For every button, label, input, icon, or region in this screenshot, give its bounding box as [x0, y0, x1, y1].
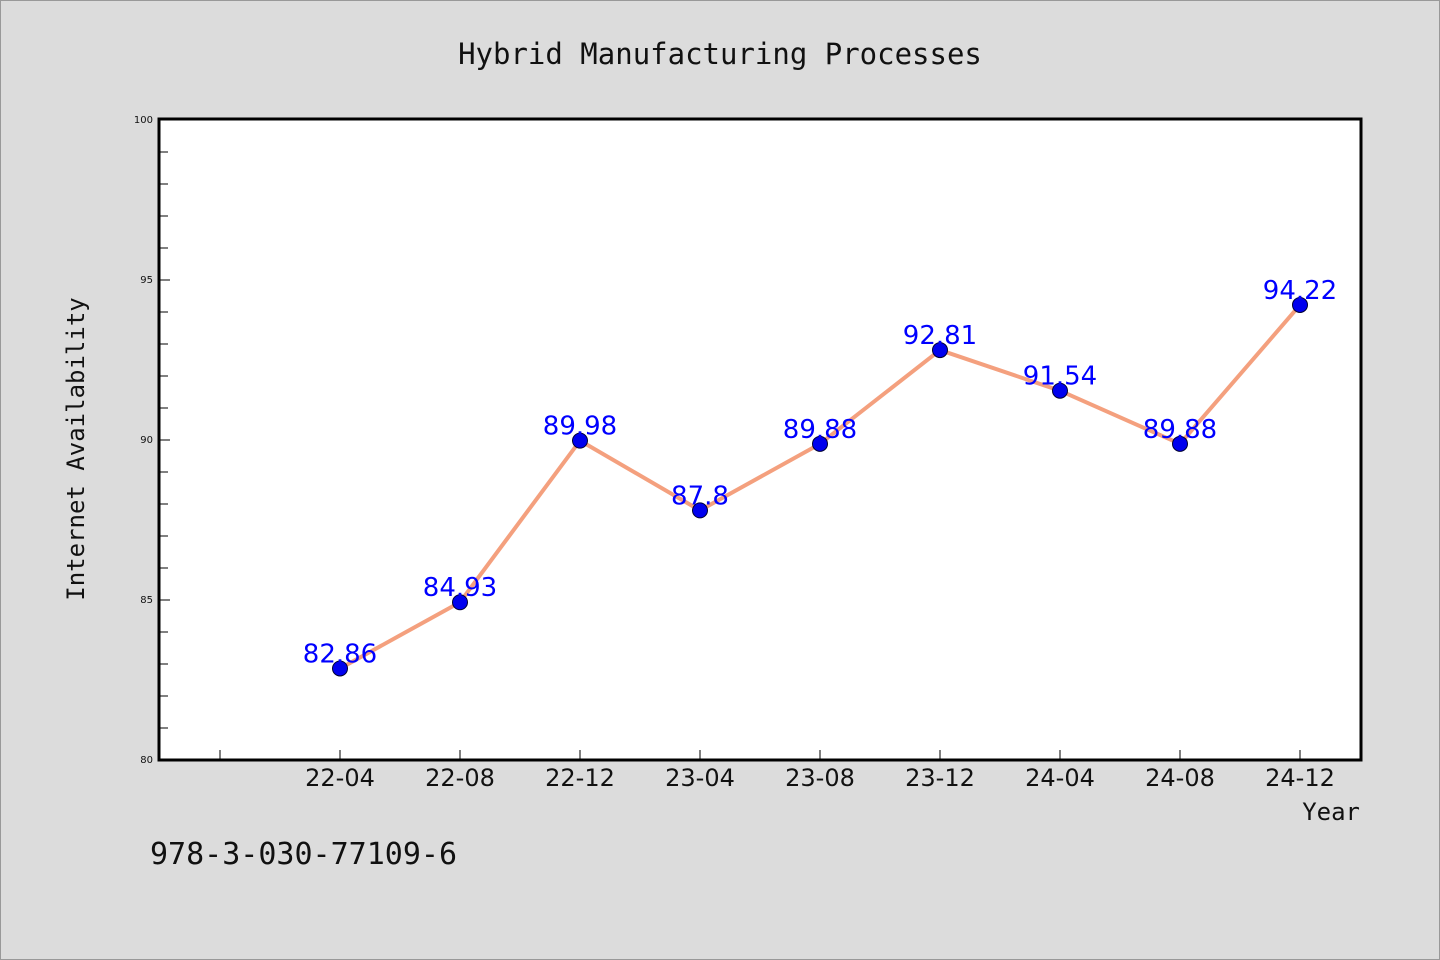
data-label: 91.54	[1023, 362, 1097, 392]
data-point	[332, 660, 348, 677]
x-axis: 22-04 22-08 22-12 23-04 23-08 23-12 24-04 24-08…	[219, 750, 1335, 792]
data-point	[1052, 382, 1068, 399]
chart-title: Hybrid Manufacturing Processes	[458, 37, 982, 71]
data-point	[1292, 296, 1308, 313]
data-labels: 82.86 84.93 89.98 87.8 89.88 92.81 91.54 89.88 9…	[303, 276, 1337, 670]
x-tick-label: 22-12	[545, 764, 615, 792]
data-label: 89.98	[543, 412, 617, 442]
data-label: 92.81	[903, 321, 977, 351]
data-label: 89.88	[783, 415, 857, 445]
data-point	[932, 342, 948, 359]
data-label: 84.93	[423, 573, 497, 603]
x-tick-label: 24-08	[1145, 764, 1215, 792]
plot-area	[157, 117, 1363, 762]
data-label: 94.22	[1263, 276, 1337, 306]
isbn-footer: 978-3-030-77109-6	[150, 837, 457, 872]
x-tick-label: 22-08	[425, 764, 495, 792]
y-axis: 80 85 90 95 100	[134, 115, 170, 766]
x-tick-label: 24-04	[1025, 764, 1095, 792]
x-tick-label: 22-04	[305, 764, 375, 792]
y-tick-label: 85	[140, 595, 153, 606]
data-label: 87.8	[671, 481, 729, 511]
x-tick-label: 23-08	[785, 764, 855, 792]
y-tick-label: 90	[140, 435, 153, 446]
x-tick-label: 23-04	[665, 764, 735, 792]
x-axis-title: Year	[1302, 798, 1360, 826]
data-point	[572, 432, 588, 449]
y-axis-title: Internet Availability	[62, 297, 90, 600]
x-tick-label: 24-12	[1265, 764, 1335, 792]
data-point	[1172, 435, 1188, 452]
series-markers	[332, 296, 1308, 677]
data-point	[692, 502, 708, 519]
y-tick-label: 100	[134, 115, 153, 126]
x-tick-label: 23-12	[905, 764, 975, 792]
y-tick-label: 95	[140, 275, 153, 286]
data-point	[812, 435, 828, 452]
y-tick-label: 80	[140, 755, 153, 766]
data-label: 89.88	[1143, 415, 1217, 445]
data-point	[452, 594, 468, 611]
data-label: 82.86	[303, 639, 377, 669]
